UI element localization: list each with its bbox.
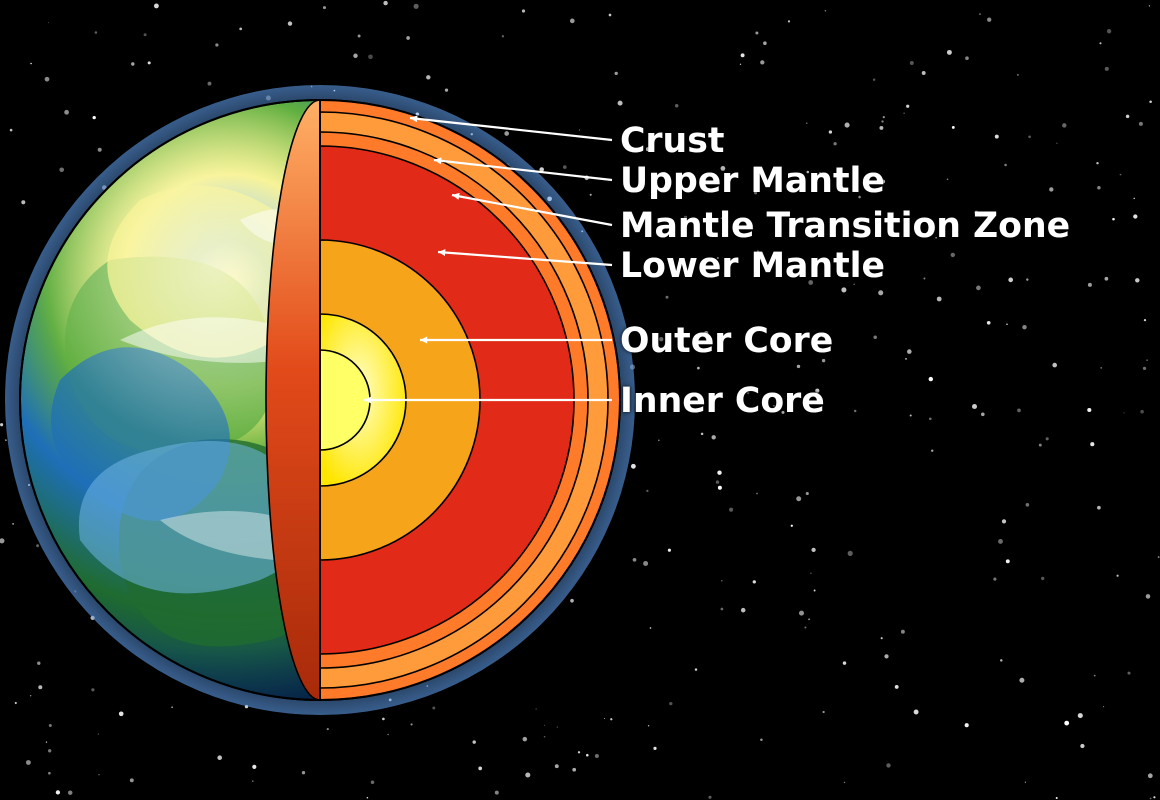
label-upper: Upper Mantle	[620, 161, 885, 201]
label-transition: Mantle Transition Zone	[620, 206, 1070, 246]
earth-layers-diagram: CrustUpper Mantle Mantle Transition ZoneL…	[0, 0, 1160, 800]
label-crust: Crust	[620, 121, 724, 161]
label-lower: Lower Mantle	[620, 246, 885, 286]
label-outercore: Outer Core	[620, 321, 833, 361]
label-innercore: Inner Core	[620, 381, 825, 421]
diagram-svg	[0, 0, 1160, 800]
